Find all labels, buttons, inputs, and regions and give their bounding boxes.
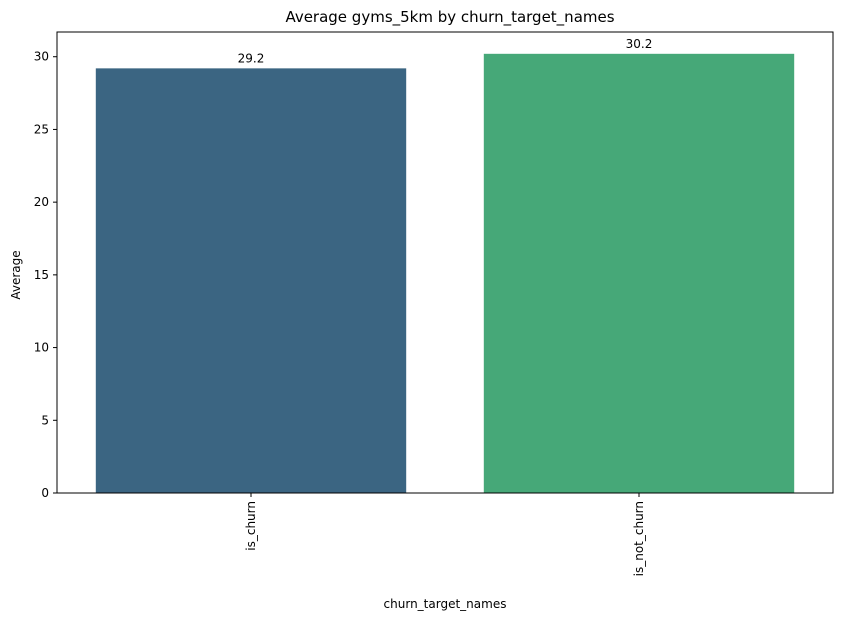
x-axis-label: churn_target_names	[384, 597, 507, 611]
y-tick-label: 25	[34, 122, 49, 136]
y-tick-label: 20	[34, 195, 49, 209]
data-label-is_churn: 29.2	[238, 51, 265, 65]
x-tick-label-is_churn: is_churn	[244, 501, 258, 551]
data-label-is_not_churn: 30.2	[626, 37, 653, 51]
bar-is_not_churn	[483, 53, 795, 494]
y-tick-label: 0	[41, 486, 49, 500]
bar-is_churn	[95, 68, 407, 493]
y-tick-label: 5	[41, 413, 49, 427]
plot-frame	[56, 31, 834, 494]
x-tick-label-is_not_churn: is_not_churn	[632, 501, 646, 576]
y-tick-label: 30	[34, 50, 49, 64]
y-tick-label: 15	[34, 268, 49, 282]
plot-area: 29.2 is_churn 30.2 is_not_churn 0 5 10 15 20 25 30	[34, 31, 834, 576]
y-tick-label: 10	[34, 341, 49, 355]
chart-title: Average gyms_5km by churn_target_names	[285, 8, 614, 27]
y-axis-label: Average	[9, 250, 23, 299]
